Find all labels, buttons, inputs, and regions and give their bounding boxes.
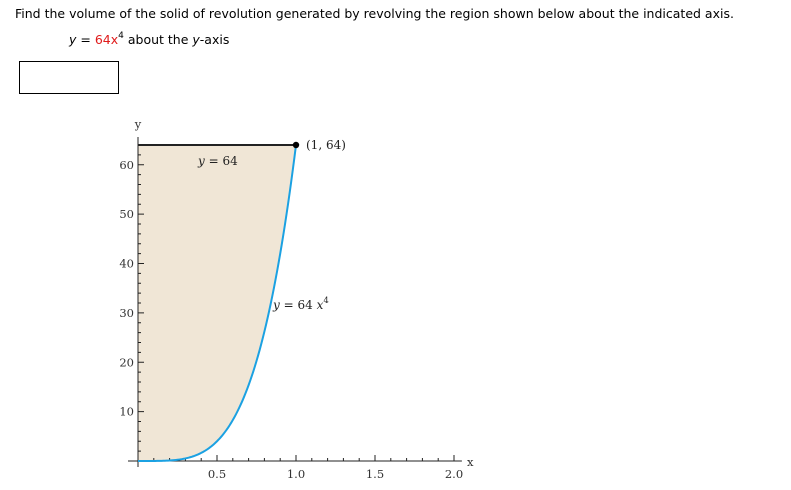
equation: y = 64x4 about the y-axis bbox=[69, 31, 230, 48]
y-tick-label: 10 bbox=[119, 405, 134, 419]
y-tick-label: 20 bbox=[119, 355, 134, 369]
equation-eq: = bbox=[76, 32, 95, 47]
equation-axis-rest: -axis bbox=[199, 32, 230, 47]
point-1-64 bbox=[292, 141, 300, 149]
equation-about: about the bbox=[123, 32, 193, 47]
point-label: (1, 64) bbox=[306, 138, 346, 152]
plot-labels: 0.5 1.0 1.5 2.0 10 20 30 40 50 60 y x (1, 64) y = 64 y… bbox=[119, 117, 474, 481]
axes bbox=[128, 137, 462, 467]
curve-label: y = 64 x4 bbox=[272, 296, 329, 312]
x-tick-label: 1.5 bbox=[366, 467, 384, 481]
equation-exponent: 4 bbox=[118, 31, 124, 41]
curves bbox=[138, 141, 300, 462]
x-tick-label: 1.0 bbox=[287, 467, 305, 481]
equation-lhs: y bbox=[69, 32, 77, 47]
y-tick-label: 60 bbox=[119, 158, 134, 172]
answer-input[interactable] bbox=[19, 61, 119, 94]
equation-coefficient: 64x bbox=[94, 32, 119, 47]
line-label: y = 64 bbox=[197, 154, 238, 168]
x-axis-label: x bbox=[467, 455, 474, 469]
y-tick-label: 40 bbox=[119, 257, 134, 271]
x-tick-label: 2.0 bbox=[445, 467, 463, 481]
question-prompt: Find the volume of the solid of revoluti… bbox=[15, 6, 734, 21]
region-fill bbox=[138, 145, 296, 461]
y-tick-label: 50 bbox=[119, 207, 134, 221]
curve-64x4 bbox=[138, 144, 297, 462]
x-tick-label: 0.5 bbox=[208, 467, 226, 481]
y-tick-label: 30 bbox=[119, 306, 134, 320]
y-axis-label: y bbox=[134, 117, 142, 131]
shaded-region bbox=[138, 145, 296, 461]
equation-axis-var: y bbox=[192, 32, 200, 47]
